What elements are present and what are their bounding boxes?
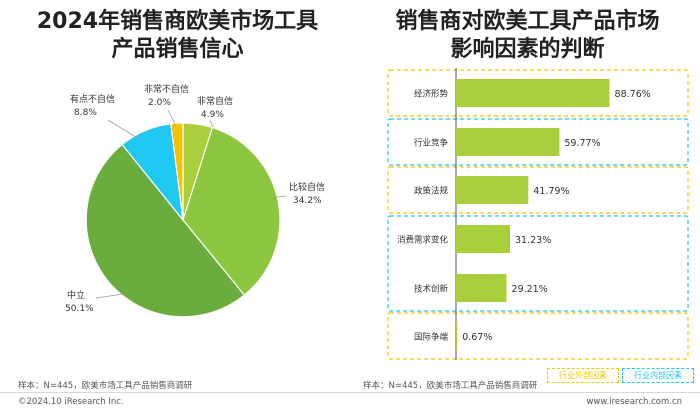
pie-slice-value: 2.0% <box>148 98 171 108</box>
bar <box>456 274 507 302</box>
bar-chart-title: 销售商对欧美工具产品市场 影响因素的判断 <box>365 8 690 64</box>
factor-group-box <box>387 166 689 214</box>
pie-slice <box>170 122 184 221</box>
pie-title-line-2: 产品销售信心 <box>111 37 244 62</box>
bar <box>456 176 529 204</box>
pie-slice-value: 4.9% <box>201 110 224 120</box>
pie-sample-note: 样本：N=445，欧美市场工具产品销售商调研 <box>18 381 193 391</box>
bar-value-label: 0.67% <box>462 332 492 343</box>
pie-slice-value: 8.8% <box>74 108 97 118</box>
bar <box>456 225 511 253</box>
footer-divider <box>0 392 700 393</box>
factor-group-box <box>387 215 689 312</box>
pie-slice <box>85 143 246 318</box>
pie-slice-label: 非常自信 <box>197 95 233 107</box>
bar <box>456 79 610 107</box>
bar-category-label: 政策法规 <box>414 186 449 197</box>
factor-group-box <box>387 69 689 117</box>
pie-slice <box>182 126 281 296</box>
bar-title-line-1: 销售商对欧美工具产品市场 <box>395 9 660 34</box>
pie-slice-label: 非常不自信 <box>144 83 189 95</box>
bar-value-label: 29.21% <box>512 284 548 295</box>
bar-category-label: 消费需求变化 <box>397 235 449 246</box>
bar-value-label: 59.77% <box>564 138 600 149</box>
factor-group-box <box>387 312 689 360</box>
bar-title-line-2: 影响因素的判断 <box>450 37 605 62</box>
pie-leader-line <box>95 293 124 299</box>
pie-leader-line <box>167 109 177 127</box>
website: www.iresearch.com.cn <box>586 397 682 407</box>
copyright: ©2024.10 iResearch Inc. <box>18 397 124 407</box>
factor-group-box <box>387 118 689 166</box>
bar-category-label: 行业竞争 <box>414 138 449 149</box>
bar-value-label: 88.76% <box>615 89 651 100</box>
bar-category-label: 技术创新 <box>414 284 449 295</box>
bar <box>456 128 560 156</box>
legend-internal-label: 行业内部因素 <box>634 371 682 380</box>
pie-chart-title: 2024年销售商欧美市场工具 产品销售信心 <box>15 8 340 64</box>
pie-slice-label: 比较自信 <box>289 181 325 193</box>
bar-sample-note: 样本：N=445，欧美市场工具产品销售商调研 <box>363 381 538 391</box>
legend-external-label: 行业外部因素 <box>559 371 607 380</box>
bar <box>456 322 458 350</box>
pie-title-line-1: 2024年销售商欧美市场工具 <box>36 9 319 34</box>
pie-leader-line <box>269 195 287 199</box>
pie-slice-label: 中立 <box>67 289 85 301</box>
pie-slice-value: 50.1% <box>65 304 94 314</box>
bar-category-label: 国际争端 <box>414 332 449 343</box>
bar-value-label: 41.79% <box>533 186 569 197</box>
bar-category-label: 经济形势 <box>414 89 449 100</box>
pie-leader-line <box>107 119 140 140</box>
bar-value-label: 31.23% <box>515 235 551 246</box>
legend-external: 行业外部因素 <box>547 368 619 383</box>
pie-slice-value: 34.2% <box>293 196 322 206</box>
pie-slice-label: 有点不自信 <box>70 93 115 105</box>
legend-internal: 行业内部因素 <box>622 368 694 383</box>
